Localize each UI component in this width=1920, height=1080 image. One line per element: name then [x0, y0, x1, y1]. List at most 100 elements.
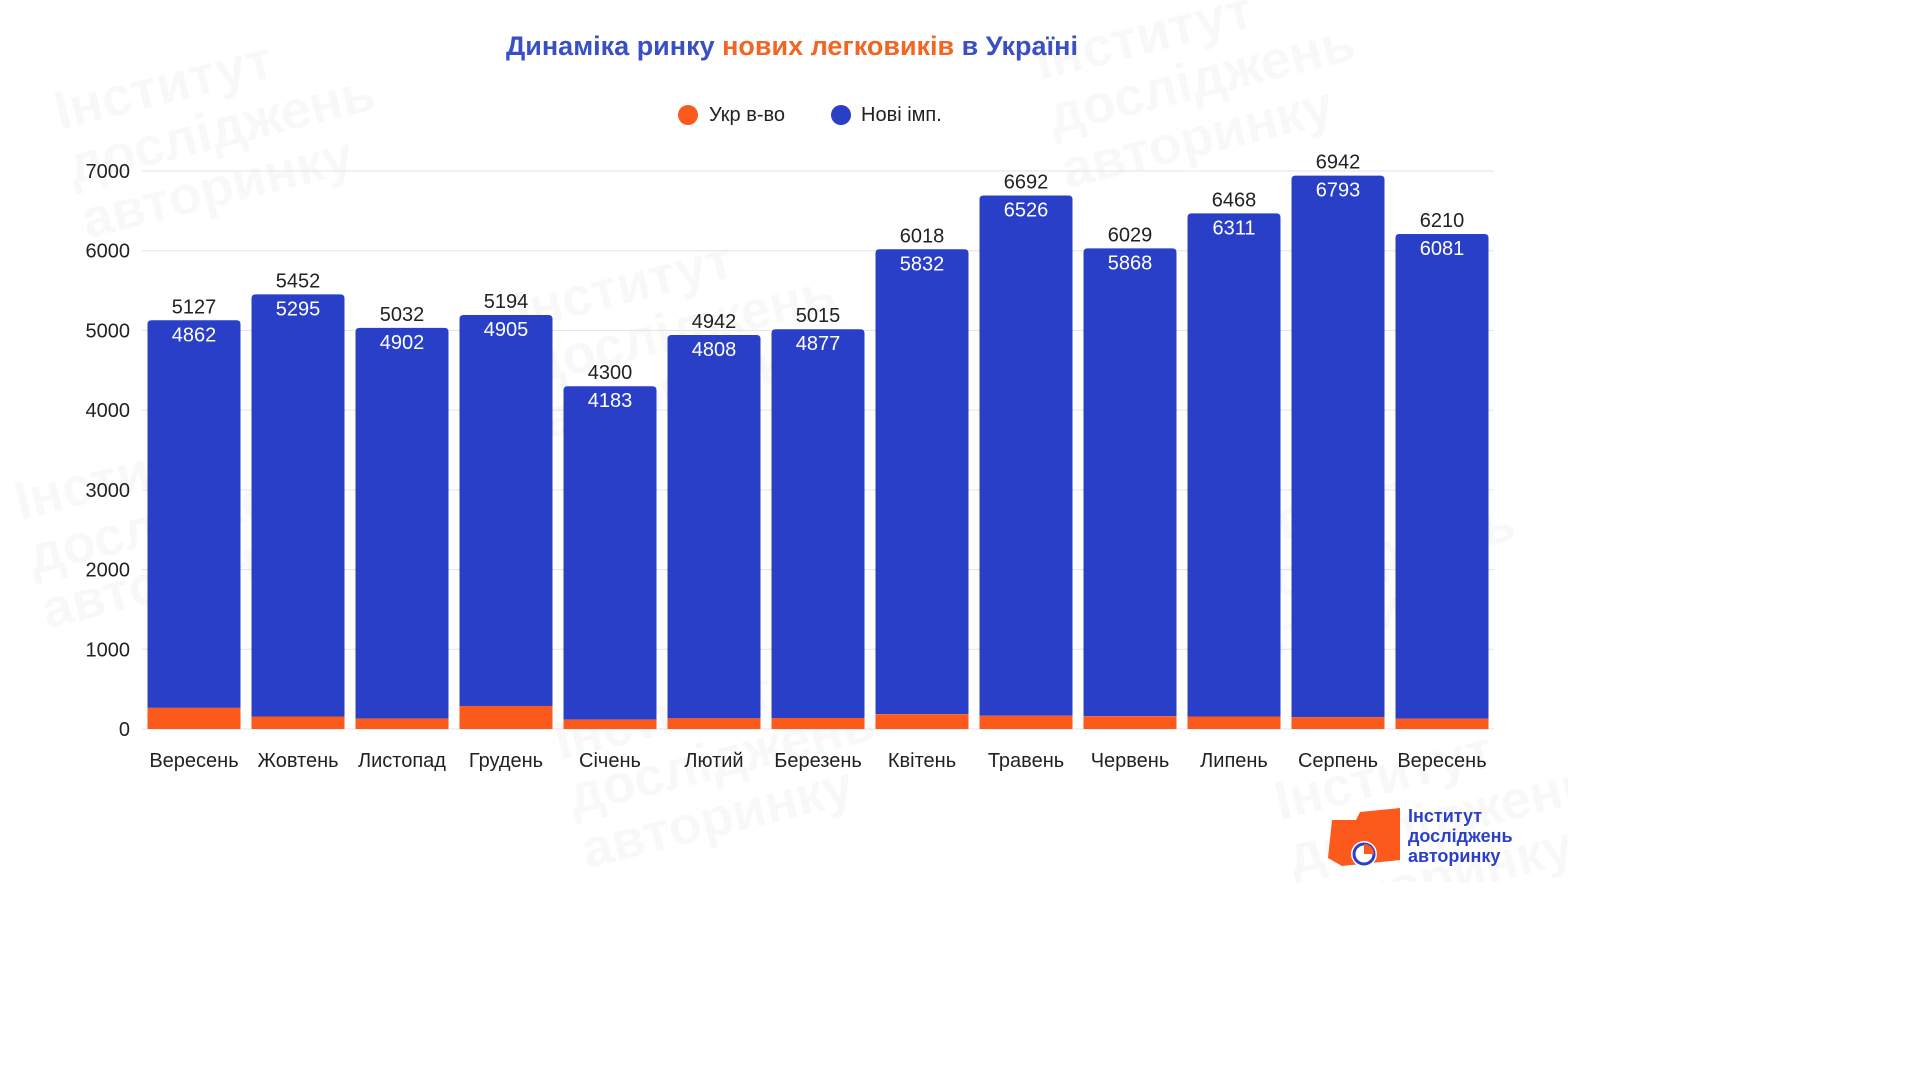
legend-marker-icon [831, 105, 851, 125]
x-category-label: Вересень [1397, 750, 1486, 772]
bar-segment-ukr-production [771, 717, 865, 729]
chart-title: Динаміка ринку нових легковиків в Україн… [506, 31, 1078, 61]
legend-label: Укр в-во [709, 104, 785, 126]
total-value-label: 5032 [380, 304, 425, 326]
y-tick-label: 4000 [86, 400, 131, 422]
x-category-label: Лютий [684, 750, 743, 772]
imports-value-label: 4902 [380, 332, 425, 354]
y-tick-label: 6000 [86, 241, 131, 263]
bar-group: 5015 4877 [771, 305, 865, 729]
total-value-label: 4300 [588, 362, 633, 384]
total-value-label: 6018 [900, 225, 945, 247]
logo-line-3: авторинку [1408, 846, 1501, 866]
bar-segment-ukr-production [667, 718, 761, 729]
imports-value-label: 4183 [588, 390, 633, 412]
bar-segment-ukr-production [1395, 718, 1489, 729]
total-value-label: 6210 [1420, 210, 1465, 232]
bar-segment-ukr-production [875, 714, 969, 729]
bar-group: 6018 5832 [875, 225, 969, 729]
bar-group: 6692 6526 [979, 172, 1073, 729]
bar-segment-imports [979, 195, 1073, 716]
bar-segment-imports [667, 335, 761, 719]
x-category-label: Червень [1091, 750, 1170, 772]
bar-segment-ukr-production [1083, 716, 1177, 729]
y-tick-label: 3000 [86, 480, 131, 502]
y-tick-label: 0 [119, 719, 130, 741]
imports-value-label: 4905 [484, 319, 529, 341]
total-value-label: 6942 [1316, 152, 1361, 174]
bar-segment-imports [251, 294, 345, 717]
total-value-label: 6692 [1004, 172, 1049, 194]
imports-value-label: 4808 [692, 339, 737, 361]
legend-marker-icon [678, 105, 698, 125]
total-value-label: 5452 [276, 270, 321, 292]
imports-value-label: 6793 [1316, 180, 1361, 202]
imports-value-label: 6526 [1004, 200, 1049, 222]
x-category-label: Грудень [469, 750, 543, 772]
logo-text: Інститут досліджень авторинку [1408, 806, 1513, 866]
x-category-label: Січень [579, 750, 641, 772]
bar-segment-imports [1395, 233, 1489, 719]
logo-mark-icon [1328, 808, 1400, 867]
bar-segment-imports [1187, 213, 1281, 717]
x-category-label: Вересень [149, 750, 238, 772]
bar-segment-imports [1083, 248, 1177, 717]
imports-value-label: 6081 [1420, 238, 1465, 260]
y-axis: 0 1000 2000 3000 4000 5000 6000 7000 [86, 161, 131, 741]
bar-segment-ukr-production [1187, 716, 1281, 729]
bar-segment-ukr-production [147, 707, 241, 729]
x-category-label: Листопад [358, 750, 446, 772]
imports-value-label: 6311 [1212, 217, 1255, 239]
total-value-label: 5194 [484, 291, 529, 313]
y-tick-label: 2000 [86, 560, 131, 582]
y-tick-label: 5000 [86, 320, 131, 342]
bar-group: 6468 6311 [1187, 189, 1281, 729]
total-value-label: 4942 [692, 311, 737, 333]
x-category-label: Липень [1200, 750, 1268, 772]
total-value-label: 6029 [1108, 224, 1153, 246]
logo-line-2: досліджень [1408, 826, 1513, 846]
bar-group: 5452 5295 [251, 270, 345, 729]
bar-chart: ІнститутдослідженьавторинкуІнститутдослі… [48, 8, 1494, 772]
x-category-label: Серпень [1298, 750, 1378, 772]
bar-group: 6942 6793 [1291, 152, 1385, 729]
bar-group: 6029 5868 [1083, 224, 1177, 729]
bar-group: 6210 6081 [1395, 210, 1489, 729]
imports-value-label: 4877 [796, 333, 841, 355]
bar-segment-imports [563, 386, 657, 720]
bar-segment-imports [147, 320, 241, 708]
x-category-label: Березень [774, 750, 862, 772]
x-category-label: Травень [988, 750, 1064, 772]
bar-segment-imports [1291, 175, 1385, 718]
imports-value-label: 5832 [900, 253, 945, 275]
total-value-label: 5015 [796, 305, 841, 327]
imports-value-label: 5295 [276, 298, 321, 320]
bar-segment-ukr-production [1291, 717, 1385, 729]
bar-segment-ukr-production [355, 718, 449, 729]
bar-group: 5032 4902 [355, 304, 449, 729]
bar-segment-imports [355, 327, 449, 719]
bar-group: 4942 4808 [667, 311, 761, 729]
y-tick-label: 1000 [86, 639, 131, 661]
bar-segment-ukr-production [459, 705, 553, 729]
imports-value-label: 4862 [172, 324, 217, 346]
title-part-1: Динаміка ринку [506, 31, 722, 61]
bar-segment-ukr-production [251, 716, 345, 729]
title-part-3: в Україні [954, 31, 1078, 61]
bar-segment-ukr-production [979, 715, 1073, 729]
bar-segment-imports [875, 249, 969, 715]
logo-line-1: Інститут [1408, 806, 1483, 826]
legend-label: Нові імп. [861, 104, 942, 126]
legend: Укр в-во Нові імп. [678, 104, 942, 126]
x-category-label: Жовтень [257, 750, 338, 772]
bar-segment-ukr-production [563, 719, 657, 729]
total-value-label: 5127 [172, 296, 217, 318]
total-value-label: 6468 [1212, 189, 1257, 211]
imports-value-label: 5868 [1108, 252, 1153, 274]
bar-segment-imports [459, 314, 553, 706]
title-part-2: нових легковиків [722, 31, 954, 61]
y-tick-label: 7000 [86, 161, 131, 183]
x-axis: Вересень Жовтень Листопад Грудень Січень Люти… [149, 750, 1486, 772]
